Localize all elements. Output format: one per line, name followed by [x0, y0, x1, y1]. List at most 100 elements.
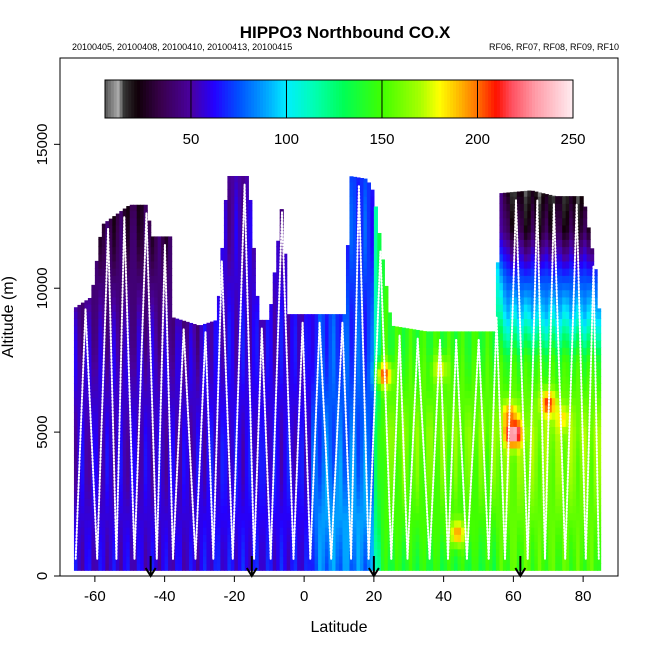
heat-cell: [394, 483, 399, 492]
heat-cell: [488, 527, 494, 535]
heat-cell: [419, 361, 424, 370]
heat-cell: [157, 498, 162, 507]
heat-cell: [73, 563, 79, 571]
heat-cell: [297, 354, 302, 363]
heat-cell: [276, 411, 281, 420]
heat-cell: [265, 319, 270, 327]
heat-cell: [342, 491, 347, 499]
heat-cell: [136, 368, 141, 377]
heat-cell: [223, 512, 228, 521]
heat-cell: [112, 318, 117, 327]
heat-cell: [349, 383, 354, 391]
heat-cell: [129, 527, 134, 535]
heat-cell: [366, 498, 371, 507]
heat-cell: [87, 354, 92, 363]
heat-cell: [366, 447, 371, 456]
heat-cell: [112, 216, 117, 219]
heat-cell: [471, 347, 476, 356]
heat-cell: [182, 419, 187, 427]
heat-cell: [328, 433, 333, 442]
heat-cell: [366, 483, 371, 492]
heat-cell: [192, 383, 197, 391]
heat-cell: [461, 368, 466, 377]
heat-cell: [112, 253, 117, 262]
heat-cell: [133, 440, 138, 449]
heat-cell: [129, 375, 134, 384]
heat-cell: [248, 275, 253, 284]
heat-cell: [352, 239, 358, 248]
heat-cell: [394, 491, 399, 499]
heat-cell: [129, 354, 134, 363]
heat-cell: [182, 426, 187, 435]
heat-cell: [314, 555, 319, 564]
heat-cell: [73, 505, 79, 514]
heat-cell: [391, 447, 396, 456]
heat-cell: [98, 491, 103, 499]
heat-cell: [115, 447, 120, 456]
heat-cell: [318, 411, 323, 420]
heat-cell: [415, 368, 420, 377]
heat-cell: [196, 419, 201, 427]
heat-cell: [373, 217, 378, 226]
heat-cell: [255, 318, 260, 327]
heat-cell: [307, 440, 312, 449]
heat-cell: [422, 340, 427, 348]
heat-cell: [412, 548, 417, 557]
heat-cell: [199, 455, 204, 463]
heat-cell: [126, 469, 131, 478]
heat-cell: [237, 296, 242, 305]
heat-cell: [77, 404, 82, 413]
heat-cell: [433, 512, 438, 521]
heat-cell: [384, 340, 389, 348]
heat-cell: [307, 332, 312, 341]
heat-cell: [447, 368, 452, 377]
heat-cell: [133, 275, 138, 284]
heat-cell: [147, 447, 152, 456]
heat-cell: [84, 440, 89, 449]
heat-cell: [147, 275, 152, 284]
heat-cell: [426, 347, 431, 356]
heat-cell: [325, 541, 330, 550]
heat-cell: [426, 563, 431, 571]
heat-cell: [412, 519, 417, 528]
heat-cell: [426, 548, 431, 557]
heat-cell: [150, 534, 155, 543]
heat-cell: [182, 541, 187, 550]
heat-cell: [366, 512, 371, 521]
heat-cell: [401, 498, 406, 507]
heat-cell: [269, 469, 274, 478]
heat-cell: [363, 347, 368, 356]
heat-cell: [98, 498, 103, 507]
heat-cell: [119, 268, 124, 276]
heat-cell: [112, 555, 117, 564]
heat-cell: [328, 519, 333, 528]
heat-cell: [279, 555, 284, 564]
heat-cell: [196, 527, 201, 535]
heat-cell: [80, 541, 86, 550]
heat-cell: [283, 375, 288, 384]
heat-cell: [488, 563, 494, 571]
heat-cell: [339, 404, 344, 413]
heat-cell: [370, 246, 375, 255]
heat-cell: [377, 498, 382, 507]
heat-cell: [481, 534, 487, 543]
heat-cell: [349, 203, 354, 212]
heat-cell: [91, 296, 96, 305]
heat-cell: [251, 411, 256, 420]
heat-cell: [370, 275, 375, 284]
heat-cell: [342, 527, 347, 535]
heat-cell: [122, 397, 127, 406]
heat-cell: [478, 332, 483, 341]
heat-cell: [387, 325, 392, 334]
heat-cell: [394, 462, 399, 471]
heat-cell: [234, 534, 239, 543]
heat-cell: [426, 397, 431, 406]
heat-cell: [283, 325, 288, 334]
heat-cell: [321, 563, 326, 571]
heat-cell: [206, 469, 211, 478]
heat-cell: [248, 368, 253, 377]
heat-cell: [471, 491, 476, 499]
heat-cell: [475, 555, 480, 564]
heat-cell: [161, 236, 166, 240]
heat-cell: [262, 512, 267, 521]
